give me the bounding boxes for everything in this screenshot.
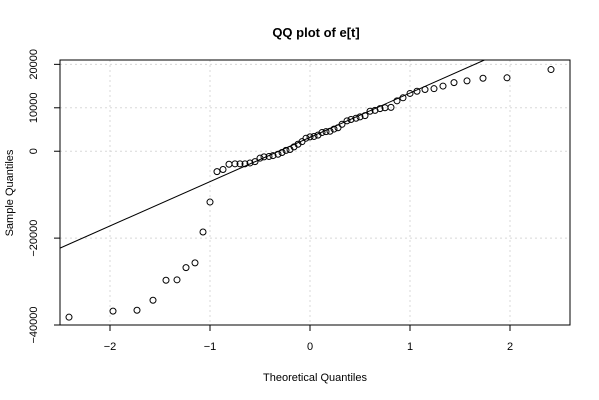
chart-title: QQ plot of e[t] bbox=[272, 25, 359, 40]
data-point bbox=[213, 168, 221, 176]
data-point bbox=[463, 77, 471, 85]
data-points bbox=[65, 66, 555, 321]
y-axis-label: Sample Quantiles bbox=[4, 149, 16, 236]
data-point bbox=[387, 103, 395, 111]
data-point bbox=[322, 128, 330, 136]
data-point bbox=[450, 79, 458, 87]
y-tick-label: 10000 bbox=[28, 92, 40, 123]
data-point bbox=[133, 306, 141, 314]
y-tick-label: 0 bbox=[28, 148, 40, 154]
data-point bbox=[182, 264, 190, 272]
data-point bbox=[269, 152, 277, 160]
data-point bbox=[282, 146, 290, 154]
data-point bbox=[343, 117, 351, 125]
y-tick-label: −20000 bbox=[28, 220, 40, 257]
x-tick-label: 2 bbox=[507, 341, 513, 353]
data-point bbox=[265, 152, 273, 160]
x-axis-label: Theoretical Quantiles bbox=[263, 372, 367, 384]
data-point bbox=[260, 153, 268, 161]
data-point bbox=[361, 112, 369, 120]
data-point bbox=[439, 82, 447, 90]
data-point bbox=[236, 160, 244, 168]
data-point bbox=[310, 132, 318, 140]
data-point bbox=[109, 307, 117, 315]
data-point bbox=[326, 127, 334, 135]
data-point bbox=[376, 105, 384, 113]
data-point bbox=[430, 85, 438, 93]
data-point bbox=[330, 125, 338, 133]
data-point bbox=[302, 134, 310, 142]
data-point bbox=[413, 87, 421, 95]
data-point bbox=[191, 259, 199, 267]
data-point bbox=[306, 133, 314, 141]
data-point bbox=[256, 154, 264, 162]
data-point bbox=[352, 114, 360, 122]
data-point bbox=[399, 94, 407, 102]
x-tick-label: 0 bbox=[307, 341, 313, 353]
data-point bbox=[251, 158, 259, 166]
y-tick-label: 20000 bbox=[28, 49, 40, 80]
data-point bbox=[241, 160, 249, 168]
data-point bbox=[246, 159, 254, 167]
data-point bbox=[298, 138, 306, 146]
data-point bbox=[421, 86, 429, 94]
x-tick-label: −1 bbox=[204, 341, 217, 353]
x-tick-label: −2 bbox=[104, 341, 117, 353]
data-point bbox=[149, 296, 157, 304]
data-point bbox=[479, 74, 487, 82]
data-point bbox=[318, 129, 326, 137]
data-point bbox=[231, 160, 239, 168]
data-point bbox=[65, 313, 73, 321]
data-point bbox=[225, 160, 233, 168]
data-point bbox=[347, 116, 355, 124]
x-tick-label: 1 bbox=[407, 341, 413, 353]
y-axis: −40000 −20000 0 10000 20000 bbox=[28, 49, 61, 344]
data-point bbox=[366, 107, 374, 115]
data-point bbox=[334, 124, 342, 132]
data-point bbox=[199, 228, 207, 236]
plot-frame bbox=[59, 59, 571, 326]
data-point bbox=[393, 97, 401, 105]
grid bbox=[60, 60, 570, 326]
data-point bbox=[547, 66, 555, 74]
x-axis: −2 −1 0 1 2 bbox=[104, 324, 513, 353]
data-point bbox=[503, 74, 511, 82]
y-tick-label: −40000 bbox=[28, 306, 40, 343]
data-point bbox=[219, 165, 227, 173]
reference-line bbox=[59, 59, 485, 249]
data-point bbox=[406, 89, 414, 97]
data-point bbox=[206, 198, 214, 206]
data-point bbox=[173, 276, 181, 284]
data-point bbox=[356, 113, 364, 121]
data-point bbox=[274, 150, 282, 158]
data-point bbox=[338, 120, 346, 128]
reference-line-group bbox=[59, 59, 485, 249]
data-point bbox=[278, 149, 286, 157]
data-point bbox=[162, 276, 170, 284]
